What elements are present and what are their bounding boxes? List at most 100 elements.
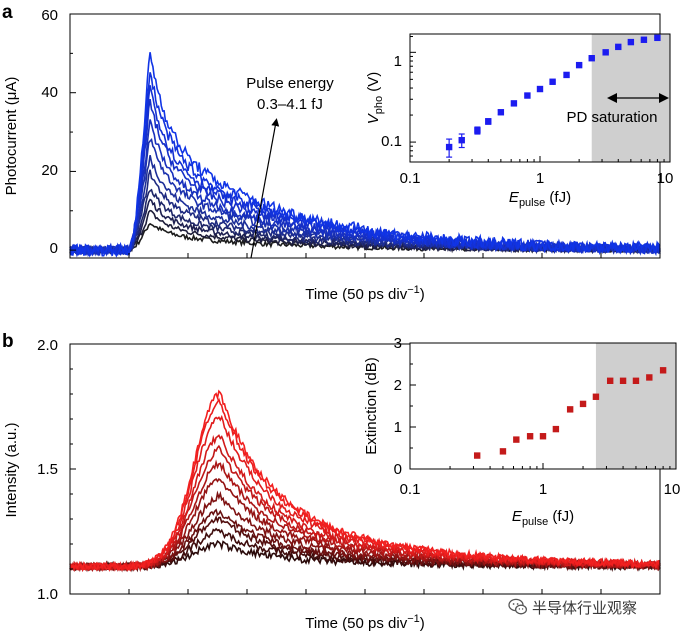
inset-vpho-xtick-label: 10 (657, 170, 674, 187)
extinction-point (499, 448, 507, 455)
vpho-point (640, 36, 648, 43)
inset-vpho-points (445, 34, 661, 158)
pulse-energy-range: 0.3–4.1 fJ (257, 96, 323, 113)
extinction-point (526, 433, 534, 440)
panel-a-xticks (128, 253, 602, 258)
panel-a-ylabel: Photocurrent (μA) (3, 77, 20, 196)
extinction-point (513, 436, 520, 443)
inset-extinction-ytick-label: 3 (394, 335, 402, 352)
vpho-point (563, 71, 570, 79)
panel-a-label: a (2, 2, 13, 23)
panel-b-label: b (2, 331, 14, 352)
inset-extinction-ylabel: Extinction (dB) (363, 357, 380, 455)
inset-extinction: 0.1 1 10 0 1 2 3 Epulse (fJ) Extinction … (363, 335, 680, 528)
panel-b-xlabel-main: Time (50 ps div (305, 615, 407, 632)
inset-vpho-ytick-label: 0.1 (381, 133, 402, 150)
inset-extinction-xtick-label: 0.1 (400, 481, 421, 498)
panel-b-ytick-label: 1.5 (37, 461, 58, 478)
intensity-trace (69, 477, 661, 573)
intensity-trace (69, 434, 661, 573)
inset-extinction-points (473, 367, 667, 459)
intensity-trace (69, 389, 661, 572)
vpho-point (549, 78, 556, 85)
panel-a-ytick-label: 40 (41, 84, 58, 101)
panel-b-ytick-label: 1.0 (37, 586, 58, 603)
pulse-energy-arrow (250, 118, 280, 259)
inset-vpho: 0.1 1 10 0.1 1 Epulse (fJ) Vpho (V) PD s… (365, 33, 674, 209)
extinction-point (592, 393, 600, 400)
extinction-point (632, 377, 640, 384)
panel-b-yticks (70, 343, 76, 595)
inset-extinction-xlabel: Epulse (fJ) (512, 508, 574, 528)
panel-b-xlabel-close: ) (420, 615, 425, 632)
panel-a-xlabel-main: Time (50 ps div (305, 286, 407, 303)
inset-vpho-xlabel: Epulse (fJ) (509, 189, 571, 209)
vpho-point (602, 49, 609, 56)
watermark-text: 半导体行业观察 (532, 598, 638, 617)
inset-vpho-xtick-label: 1 (536, 170, 544, 187)
inset-extinction-ytick-label: 1 (394, 419, 402, 436)
inset-vpho-ytick-label: 1 (394, 53, 402, 70)
saturation-label: PD saturation (567, 109, 658, 126)
panel-b: b 1.0 1.5 2.0 Intensity (a.u.) Time (50 … (2, 331, 680, 632)
panel-a-ytick-label: 0 (50, 240, 58, 257)
vpho-point (485, 118, 492, 125)
inset-extinction-xtick-label: 1 (539, 481, 547, 498)
panel-a-yticks (70, 13, 76, 251)
inset-extinction-xtick-label: 10 (664, 481, 681, 498)
extinction-point (566, 406, 574, 413)
inset-extinction-xlabel-main: E (512, 508, 523, 525)
panel-b-xlabel-sup: −1 (407, 613, 420, 625)
panel-b-ylabel: Intensity (a.u.) (3, 422, 20, 517)
inset-extinction-xlabel-sub: pulse (522, 516, 548, 528)
pulse-energy-annotation: Pulse energy (246, 75, 334, 92)
vpho-point (536, 85, 544, 93)
panel-a: a 0 20 40 60 Photocurrent (μA) Time (50 … (2, 2, 673, 303)
vpho-point (510, 100, 518, 107)
photocurrent-trace (69, 52, 661, 258)
vpho-point (524, 92, 531, 99)
inset-vpho-ticks (409, 36, 671, 162)
inset-vpho-xlabel-rest: (fJ) (545, 189, 571, 206)
panel-a-xlabel: Time (50 ps div−1) (305, 284, 425, 303)
inset-extinction-xlabel-rest: (fJ) (548, 508, 574, 525)
panel-b-ytick-label: 2.0 (37, 337, 58, 354)
extinction-point (539, 433, 547, 440)
vpho-point (497, 109, 505, 116)
panel-b-xticks (128, 589, 602, 594)
panel-a-xlabel-sup: −1 (407, 284, 420, 296)
extinction-point (579, 400, 587, 408)
panel-a-curves (69, 52, 661, 258)
extinction-point (659, 367, 667, 374)
vpho-point (627, 38, 635, 46)
vpho-point (458, 136, 465, 144)
inset-extinction-ytick-label: 0 (394, 461, 402, 478)
inset-vpho-ylabel-main: V (365, 112, 382, 124)
panel-b-curves (69, 389, 661, 573)
vpho-point (474, 127, 481, 134)
vpho-point (445, 143, 453, 151)
extinction-point (473, 452, 481, 459)
inset-vpho-xlabel-main: E (509, 189, 520, 206)
extinction-point (646, 374, 653, 381)
vpho-point (588, 55, 595, 62)
vpho-point (615, 43, 622, 51)
photocurrent-trace (69, 155, 661, 256)
panel-a-ytick-label: 20 (41, 162, 58, 179)
inset-extinction-ticks (409, 342, 677, 470)
inset-vpho-ylabel-rest: (V) (365, 72, 382, 96)
panel-b-xlabel: Time (50 ps div−1) (305, 613, 425, 632)
panel-a-ytick-label: 60 (41, 7, 58, 24)
extinction-point (606, 377, 614, 384)
inset-vpho-xlabel-sub: pulse (519, 197, 545, 209)
inset-vpho-ylabel: Vpho (V) (365, 72, 385, 125)
saturation-region (595, 343, 676, 469)
wechat-icon (508, 598, 528, 615)
extinction-point (619, 377, 627, 384)
watermark: 半导体行业观察 (508, 596, 637, 618)
vpho-point (575, 61, 583, 69)
inset-vpho-ylabel-sub: pho (373, 96, 385, 114)
panel-a-xlabel-close: ) (420, 286, 425, 303)
inset-extinction-ytick-label: 2 (394, 377, 402, 394)
vpho-point (654, 34, 661, 42)
